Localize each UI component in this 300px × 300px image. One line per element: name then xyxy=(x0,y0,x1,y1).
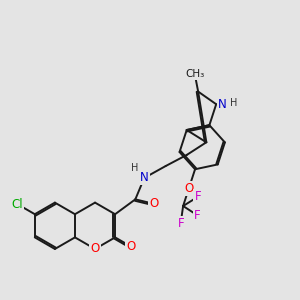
Text: H: H xyxy=(131,164,138,173)
Text: Cl: Cl xyxy=(11,198,23,211)
Text: N: N xyxy=(218,98,227,111)
Text: N: N xyxy=(140,171,148,184)
Text: O: O xyxy=(149,197,158,210)
Text: O: O xyxy=(184,182,194,195)
Text: F: F xyxy=(194,190,201,203)
Text: O: O xyxy=(126,240,135,253)
Text: O: O xyxy=(90,242,100,256)
Text: CH₃: CH₃ xyxy=(185,69,204,79)
Text: F: F xyxy=(194,209,201,222)
Text: H: H xyxy=(230,98,238,108)
Text: F: F xyxy=(177,217,184,230)
